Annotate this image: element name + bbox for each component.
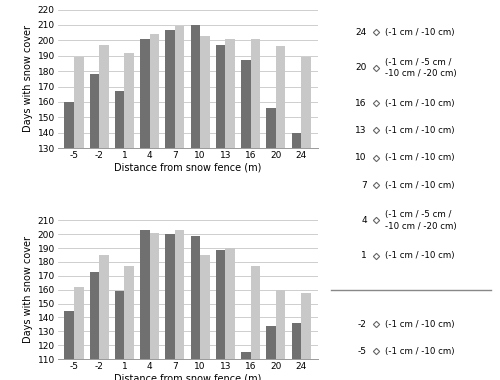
Text: (-1 cm / -5 cm /
-10 cm / -20 cm): (-1 cm / -5 cm / -10 cm / -20 cm) bbox=[384, 58, 456, 78]
Bar bbox=[241, 60, 250, 348]
Bar bbox=[292, 323, 301, 380]
Bar bbox=[216, 250, 226, 380]
Bar bbox=[226, 248, 235, 380]
Text: -2: -2 bbox=[358, 320, 367, 329]
Bar bbox=[64, 310, 74, 380]
Text: 13: 13 bbox=[356, 126, 367, 135]
Text: (-1 cm / -10 cm): (-1 cm / -10 cm) bbox=[384, 347, 454, 356]
Bar bbox=[200, 255, 209, 380]
Bar bbox=[166, 30, 175, 348]
Bar bbox=[74, 287, 84, 380]
Bar bbox=[166, 234, 175, 380]
Text: (-1 cm / -10 cm): (-1 cm / -10 cm) bbox=[384, 153, 454, 162]
Text: 16: 16 bbox=[356, 99, 367, 108]
Bar bbox=[216, 45, 226, 348]
X-axis label: Distance from snow fence (m): Distance from snow fence (m) bbox=[114, 163, 261, 173]
Text: (-1 cm / -10 cm): (-1 cm / -10 cm) bbox=[384, 320, 454, 329]
Text: 24: 24 bbox=[356, 28, 367, 37]
Bar bbox=[276, 46, 285, 348]
Bar bbox=[190, 236, 200, 380]
Bar bbox=[175, 27, 184, 348]
Bar bbox=[124, 53, 134, 348]
Text: 20: 20 bbox=[356, 63, 367, 72]
Bar bbox=[250, 39, 260, 348]
Bar bbox=[190, 25, 200, 348]
Bar bbox=[90, 74, 99, 348]
Bar bbox=[124, 266, 134, 380]
Text: 7: 7 bbox=[361, 180, 367, 190]
Bar bbox=[115, 291, 124, 380]
Bar bbox=[140, 39, 149, 348]
Bar bbox=[150, 34, 159, 348]
Y-axis label: Days with snow cover: Days with snow cover bbox=[24, 25, 34, 132]
Text: 4: 4 bbox=[361, 216, 367, 225]
Bar bbox=[292, 133, 301, 348]
Bar bbox=[99, 45, 108, 348]
Bar bbox=[250, 266, 260, 380]
Bar bbox=[64, 102, 74, 348]
Text: -5: -5 bbox=[358, 347, 367, 356]
Text: (-1 cm / -10 cm): (-1 cm / -10 cm) bbox=[384, 126, 454, 135]
Bar bbox=[226, 39, 235, 348]
Text: (-1 cm / -10 cm): (-1 cm / -10 cm) bbox=[384, 99, 454, 108]
Bar bbox=[140, 230, 149, 380]
Bar bbox=[241, 352, 250, 380]
X-axis label: Distance from snow fence (m): Distance from snow fence (m) bbox=[114, 374, 261, 380]
Bar bbox=[90, 272, 99, 380]
Text: 1: 1 bbox=[361, 252, 367, 260]
Text: (-1 cm / -10 cm): (-1 cm / -10 cm) bbox=[384, 252, 454, 260]
Bar bbox=[115, 91, 124, 348]
Bar bbox=[175, 230, 184, 380]
Text: (-1 cm / -10 cm): (-1 cm / -10 cm) bbox=[384, 180, 454, 190]
Text: 10: 10 bbox=[356, 153, 367, 162]
Y-axis label: Days with snow cover: Days with snow cover bbox=[24, 236, 34, 343]
Bar bbox=[200, 36, 209, 348]
Text: (-1 cm / -5 cm /
-10 cm / -20 cm): (-1 cm / -5 cm / -10 cm / -20 cm) bbox=[384, 211, 456, 231]
Bar bbox=[74, 57, 84, 348]
Bar bbox=[301, 57, 310, 348]
Bar bbox=[301, 293, 310, 380]
Bar bbox=[266, 108, 276, 348]
Text: (-1 cm / -10 cm): (-1 cm / -10 cm) bbox=[384, 28, 454, 37]
Bar bbox=[276, 290, 285, 380]
Bar bbox=[99, 255, 108, 380]
Bar bbox=[150, 233, 159, 380]
Bar bbox=[266, 326, 276, 380]
